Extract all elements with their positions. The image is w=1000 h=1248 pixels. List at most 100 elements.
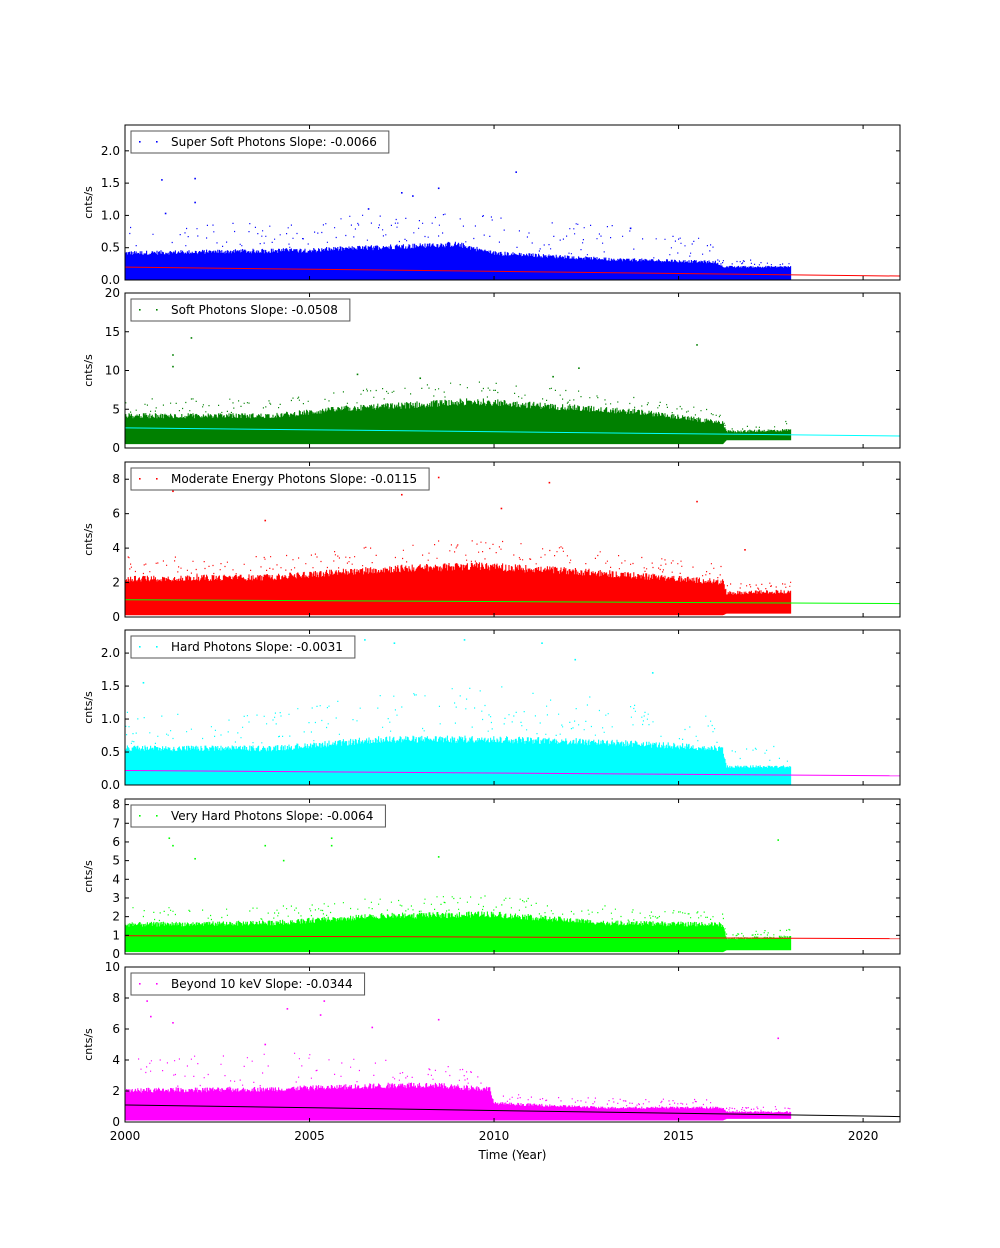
legend-box	[130, 635, 356, 659]
outlier-point-3-9	[744, 549, 746, 551]
y-tick-label: 4	[112, 872, 120, 886]
outlier-point-1-1	[161, 179, 163, 181]
legend-marker	[139, 309, 141, 311]
y-tick-label: 1.5	[101, 176, 120, 190]
legend-marker	[139, 815, 141, 817]
axes-frame-6	[124, 966, 901, 1123]
legend-6: Beyond 10 keV Slope: -0.0344	[130, 972, 366, 996]
outlier-point-1-4	[400, 192, 403, 194]
y-tick-label: 4	[112, 541, 120, 555]
legend-marker	[156, 983, 158, 985]
y-tick-label: 8	[112, 472, 120, 486]
plot-area	[125, 476, 900, 616]
legend-marker	[156, 141, 158, 143]
legend-label: Moderate Energy Photons Slope: -0.0115	[171, 472, 417, 486]
chart-panel-4: 0.0 0.5 1.0 1.5 2.0 cnts/s Hard Photons Slope:…	[82, 629, 901, 792]
legend-marker	[139, 478, 141, 480]
legend-box	[130, 130, 390, 154]
legend-marker	[156, 309, 158, 311]
legend-3: Moderate Energy Photons Slope: -0.0115	[130, 467, 430, 491]
outlier-point-6-8	[437, 1018, 440, 1021]
x-tick-label: 2005	[294, 1129, 325, 1143]
outlier-point-4-3	[463, 639, 466, 641]
outlier-point-5-6	[282, 859, 285, 862]
outlier-point-4-5	[142, 681, 145, 684]
y-tick-label: 1	[112, 928, 120, 942]
legend-box	[130, 298, 351, 322]
y-tick-label: 2.0	[101, 646, 120, 660]
outlier-point-3-6	[696, 500, 698, 503]
legend-marker	[156, 646, 158, 648]
axes-frame-4	[124, 629, 901, 786]
outlier-point-4-8	[651, 672, 654, 674]
outlier-point-3-3	[400, 493, 403, 496]
legend-label: Hard Photons Slope: -0.0031	[171, 640, 343, 654]
outlier-point-3-7	[264, 519, 267, 522]
outlier-point-1-3	[194, 201, 196, 204]
x-tick-label: 2015	[663, 1129, 694, 1143]
fit-line-1	[125, 266, 900, 277]
legend-label: Super Soft Photons Slope: -0.0066	[171, 135, 377, 149]
y-tick-label: 15	[105, 325, 120, 339]
y-tick-label: 5	[112, 402, 120, 416]
y-tick-label: 10	[105, 960, 120, 974]
outlier-point-3-5	[548, 481, 551, 484]
legend-2: Soft Photons Slope: -0.0508	[130, 298, 351, 322]
y-tick-label: 0.0	[101, 778, 120, 792]
outlier-point-1-5	[412, 195, 414, 197]
outlier-point-1-9	[367, 208, 370, 210]
legend-box	[130, 972, 366, 996]
y-tick-label: 2	[112, 910, 120, 924]
x-axis-label: Time (Year)	[478, 1148, 547, 1162]
y-tick-label: 1.5	[101, 679, 120, 693]
legend-label: Soft Photons Slope: -0.0508	[171, 303, 338, 317]
x-tick-label: 2010	[479, 1129, 510, 1143]
chart-panel-6: 0 2 4 6 8 10 2000 2005 2010 2015 2020 cnts/s Beyond …	[82, 960, 901, 1143]
y-axis-label: cnts/s	[82, 1028, 95, 1061]
fit-line-6	[125, 1104, 900, 1118]
y-tick-label: 1.0	[101, 208, 120, 222]
y-tick-label: 10	[105, 364, 120, 378]
fit-line-4	[125, 769, 900, 777]
chart-panel-2: 0 5 10 15 20 cnts/s Soft Photons Slope: -0.050…	[82, 286, 901, 455]
fit-line-3	[125, 599, 900, 605]
axes-frame-3	[124, 461, 901, 618]
chart-panel-5: 0 1 2 3 4 5 6 7 8 cnts/s Very Hard Photons Slope: …	[82, 798, 901, 961]
fit-line-2	[125, 427, 900, 437]
outlier-point-2-3	[696, 344, 698, 346]
legend-5: Very Hard Photons Slope: -0.0064	[130, 804, 386, 828]
legend-marker	[139, 141, 141, 143]
panels: 0.0 0.5 1.0 1.5 2.0 cnts/s Super Soft Photons …	[82, 124, 901, 1143]
outlier-point-6-7	[319, 1014, 322, 1016]
outlier-point-1-2	[194, 177, 196, 180]
data-band-4	[125, 686, 792, 785]
outlier-point-1-8	[164, 212, 167, 215]
outlier-point-6-11	[371, 1026, 374, 1029]
outlier-point-5-5	[264, 844, 267, 847]
outlier-point-2-1	[172, 354, 174, 356]
outlier-point-2-4	[172, 365, 174, 368]
legend-box	[130, 467, 430, 491]
outlier-point-2-2	[190, 337, 193, 339]
outlier-point-6-6	[286, 1008, 289, 1010]
legend-marker	[156, 815, 158, 817]
y-tick-label: 8	[112, 798, 120, 812]
y-tick-label: 8	[112, 991, 120, 1005]
y-tick-label: 0.0	[101, 273, 120, 287]
y-tick-label: 5	[112, 854, 120, 868]
y-tick-label: 0.5	[101, 241, 120, 255]
y-tick-label: 2	[112, 576, 120, 590]
outlier-point-2-7	[552, 375, 554, 378]
axes-frame-5	[124, 798, 901, 955]
fit-line-5	[125, 935, 900, 940]
outlier-point-5-3	[330, 837, 333, 840]
legend-1: Super Soft Photons Slope: -0.0066	[130, 130, 390, 154]
plot-area	[125, 171, 900, 280]
legend-label: Very Hard Photons Slope: -0.0064	[171, 809, 373, 823]
x-tick-label: 2000	[110, 1129, 141, 1143]
outlier-point-4-2	[393, 642, 396, 644]
y-axis-label: cnts/s	[82, 523, 95, 556]
data-band-3	[125, 540, 792, 616]
